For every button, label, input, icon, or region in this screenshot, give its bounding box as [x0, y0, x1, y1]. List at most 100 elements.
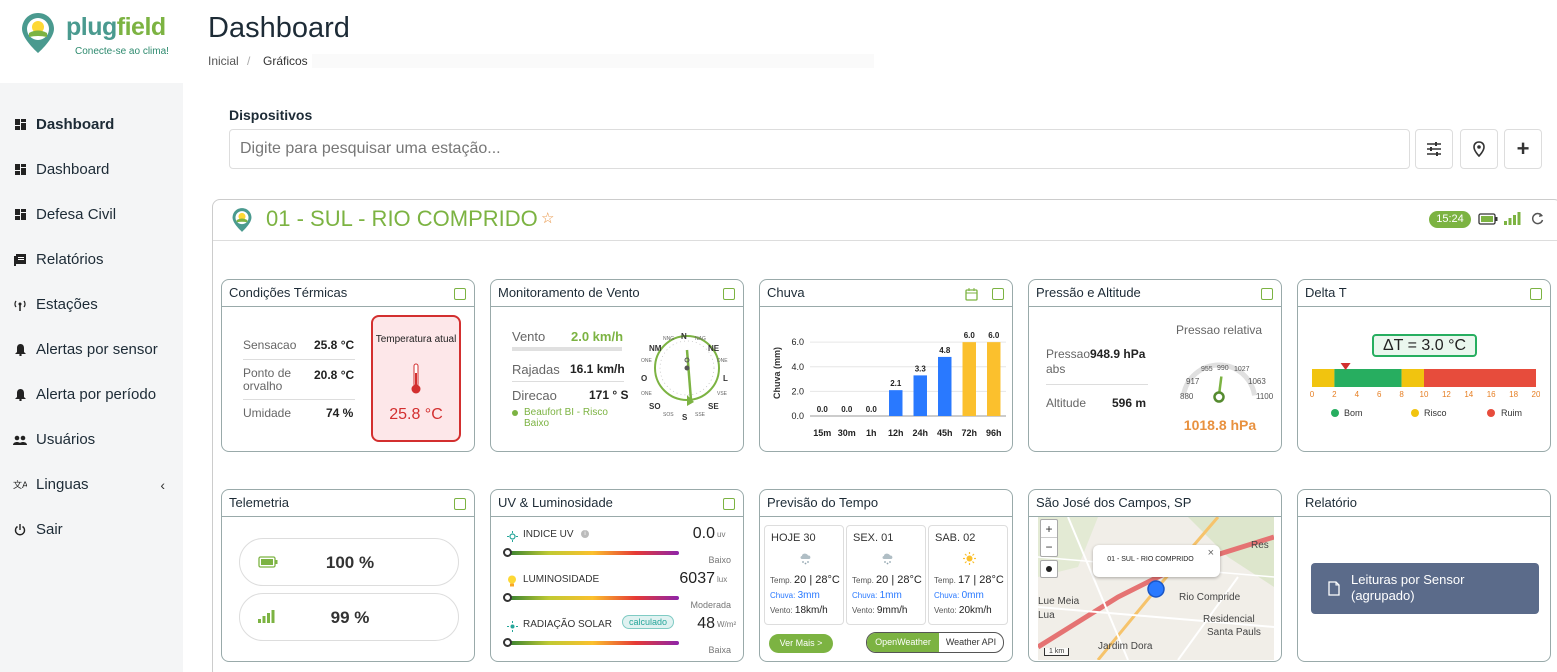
breadcrumb-inicial[interactable]: Inicial — [208, 54, 239, 68]
tab-weather-api[interactable]: Weather API — [945, 637, 997, 647]
sidebar-item-sair[interactable]: Sair — [0, 507, 183, 552]
report-sensor-button[interactable]: Leituras por Sensor (agrupado) — [1311, 563, 1539, 614]
rajadas-value: 16.1 km/h — [570, 362, 625, 376]
sidebar-item-alerta-por-per-odo[interactable]: Alerta por período — [0, 372, 183, 417]
forecast-wind-label: Vento: — [934, 606, 957, 615]
uv-row-marker — [503, 548, 512, 557]
card-title: Monitoramento de Vento — [498, 285, 640, 300]
gauge-track — [1180, 362, 1258, 396]
forecast-rain: Chuva: 3mm — [770, 590, 820, 601]
sidebar-item-label: Alertas por sensor — [36, 341, 158, 358]
forecast-rain: Chuva: 1mm — [852, 590, 902, 601]
chart-icon[interactable] — [454, 498, 466, 510]
popup-close-icon[interactable]: × — [1207, 547, 1214, 559]
forecast-temp-value: 20 | 28°C — [876, 574, 922, 586]
location-pin-icon — [1473, 141, 1485, 157]
delta-t-scale: 0 2 4 6 8 10 12 14 16 18 20 — [1310, 363, 1540, 399]
gauge-hub — [1213, 391, 1225, 403]
info-icon[interactable]: i — [581, 530, 589, 538]
tab-openweather[interactable]: OpenWeather — [867, 633, 939, 652]
altitude-label: Altitude — [1046, 396, 1087, 410]
legend-risco: Risco — [1424, 408, 1447, 418]
altitude-value: 596 m — [1112, 396, 1147, 410]
sidebar-item-esta-es[interactable]: Estações — [0, 282, 183, 327]
chart-icon[interactable] — [723, 288, 735, 300]
delta-t-tick: 16 — [1487, 390, 1496, 399]
legend-risco-dot — [1411, 409, 1419, 417]
logo-pin-icon — [22, 13, 54, 53]
sun-outline-icon — [507, 529, 518, 547]
sidebar-item-label: Alerta por período — [36, 386, 157, 403]
x-tick-label: 1h — [866, 428, 877, 438]
forecast-rain-label: Chuva: — [934, 591, 960, 600]
card-report: Relatório Leituras por Sensor (agrupado) — [1297, 489, 1551, 662]
filter-button[interactable] — [1415, 129, 1453, 169]
pressao-abs-value: 948.9 hPa — [1090, 347, 1146, 361]
station-search-input[interactable] — [229, 129, 1410, 169]
chart-icon[interactable] — [723, 498, 735, 510]
uv-row-label: RADIAÇÃO SOLAR — [523, 619, 612, 630]
map-label: Lua — [1038, 610, 1055, 621]
sidebar-item-linguas[interactable]: 文A Linguas ‹ — [0, 462, 183, 507]
compass-sos: SOS — [663, 412, 674, 418]
chart-icon[interactable] — [454, 288, 466, 300]
chart-icon[interactable] — [992, 288, 1004, 300]
sidebar-item-label: Dashboard — [36, 161, 110, 178]
zoom-in-button[interactable]: + — [1041, 520, 1057, 538]
forecast-wind: Vento: 9mm/h — [852, 605, 907, 616]
station-logo-icon — [232, 208, 252, 232]
delta-t-tick: 14 — [1464, 390, 1473, 399]
x-tick-label: 15m — [813, 428, 831, 438]
forecast-day-card: HOJE 30 Temp. 20 | 28°C Chuva: 3mm Vento… — [764, 525, 844, 625]
sidebar-item-relat-rios[interactable]: Relatórios — [0, 237, 183, 282]
dashboard-icon — [13, 118, 27, 132]
ver-mais-button[interactable]: Ver Mais > — [769, 634, 833, 653]
y-tick-label: 4.0 — [791, 362, 804, 372]
refresh-icon[interactable] — [1531, 212, 1544, 225]
delta-t-tick: 0 — [1310, 390, 1315, 399]
map-popup: 01 - SUL - RIO COMPRIDO × — [1093, 545, 1220, 577]
sidebar: plugfield Conecte-se ao clima! Dashboard… — [0, 0, 183, 672]
calendar-icon[interactable] — [965, 288, 978, 301]
card-pressure: Pressão e Altitude Pressao abs 948.9 hPa… — [1028, 279, 1282, 452]
sidebar-item-usu-rios[interactable]: Usuários — [0, 417, 183, 462]
rain-bar — [987, 342, 1001, 416]
fullscreen-button[interactable] — [1040, 560, 1058, 578]
x-tick-label: 72h — [961, 428, 977, 438]
logo[interactable]: plugfield Conecte-se ao clima! — [0, 0, 183, 83]
gauge-tick-1063: 1063 — [1248, 377, 1266, 386]
chart-icon[interactable] — [1530, 288, 1542, 300]
chart-icon[interactable] — [1261, 288, 1273, 300]
pressao-abs-label: Pressao abs — [1046, 347, 1091, 376]
card-title: Condições Térmicas — [229, 285, 348, 300]
card-title: Relatório — [1305, 495, 1358, 510]
sidebar-item-alertas-por-sensor[interactable]: Alertas por sensor — [0, 327, 183, 372]
divider — [1046, 384, 1148, 385]
location-button[interactable] — [1460, 129, 1498, 169]
document-icon — [1328, 581, 1340, 596]
map-tiles — [1038, 517, 1274, 660]
uv-row-scale — [506, 641, 679, 645]
zoom-out-button[interactable]: − — [1045, 540, 1053, 554]
map-scale: 1 km — [1044, 648, 1070, 656]
delta-t-segment — [1334, 369, 1402, 387]
map-view[interactable]: + − 01 - SUL - RIO COMPRIDO × Res Rio Co… — [1038, 517, 1274, 660]
add-station-button[interactable]: + — [1504, 129, 1542, 169]
plus-icon: + — [1516, 136, 1530, 161]
compass-nm: NM — [649, 344, 662, 353]
orvalho-label: Ponto de orvalho — [243, 366, 292, 393]
legend-bom: Bom — [1344, 408, 1363, 418]
x-tick-label: 45h — [937, 428, 953, 438]
divider — [222, 516, 474, 517]
sidebar-item-defesa-civil[interactable]: Defesa Civil — [0, 192, 183, 237]
uv-row-marker — [503, 638, 512, 647]
x-tick-label: 12h — [888, 428, 904, 438]
map-label: Residencial — [1203, 614, 1255, 625]
sidebar-item-dashboard[interactable]: Dashboard — [0, 102, 183, 147]
favorite-star-icon[interactable]: ☆ — [541, 210, 555, 227]
translate-icon: 文A — [13, 478, 27, 492]
forecast-wind: Vento: 20km/h — [934, 605, 992, 616]
devices-label: Dispositivos — [229, 107, 313, 123]
sidebar-item-dashboard-2[interactable]: Dashboard — [0, 147, 183, 192]
uv-row-value: 0.0 — [692, 525, 715, 542]
